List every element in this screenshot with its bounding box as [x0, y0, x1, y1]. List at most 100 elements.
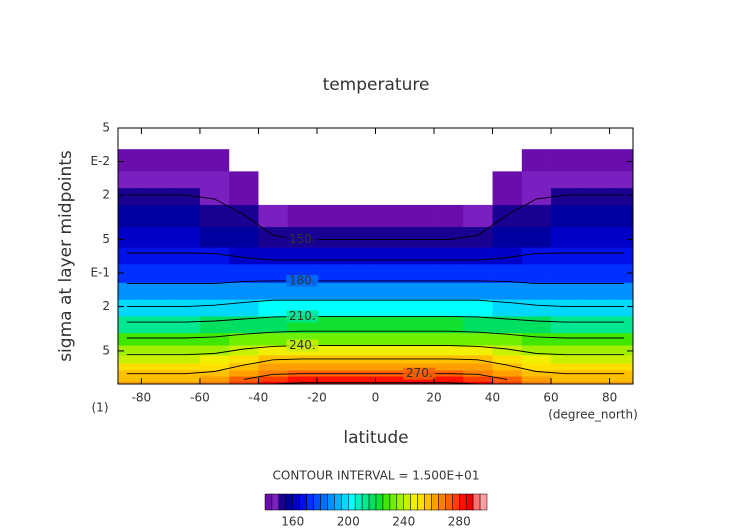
cell — [118, 204, 142, 228]
cell — [521, 227, 552, 249]
cell — [551, 381, 581, 384]
contours: 150. 180. 210. 240. 270. — [126, 194, 625, 384]
cell — [375, 171, 406, 189]
colorbar-box — [327, 493, 335, 511]
colorbar-box — [264, 493, 273, 511]
cell — [287, 376, 318, 383]
cell — [580, 188, 610, 206]
cell — [551, 345, 581, 356]
cell — [316, 247, 347, 265]
cell — [521, 299, 552, 317]
cell — [609, 247, 633, 265]
cell — [346, 247, 376, 265]
cell — [199, 149, 230, 172]
cell — [609, 149, 633, 172]
cell — [258, 227, 289, 249]
contour-label-bg — [286, 339, 319, 352]
cell — [609, 376, 633, 383]
colorbar-box — [459, 493, 467, 511]
cell — [609, 188, 633, 206]
cell — [580, 333, 610, 346]
y-tick-label: E-1 — [90, 266, 110, 280]
cell — [375, 333, 406, 346]
cell — [258, 363, 289, 371]
cell — [199, 247, 230, 265]
cell — [170, 171, 201, 189]
contour-label: 240. — [289, 338, 316, 352]
cell — [463, 149, 493, 172]
cell — [434, 128, 464, 150]
colorbar-box — [389, 493, 398, 511]
cell — [492, 204, 523, 228]
colorbar-box — [368, 493, 377, 511]
cell — [375, 204, 406, 228]
cell — [141, 355, 172, 364]
cell — [551, 171, 581, 189]
cell — [118, 227, 142, 249]
cell — [170, 188, 201, 206]
cell — [229, 370, 259, 377]
cell — [199, 282, 230, 301]
cell — [404, 282, 435, 301]
cell — [580, 227, 610, 249]
cell — [258, 149, 289, 172]
cell — [434, 316, 464, 334]
cell — [521, 370, 552, 377]
colorbar-tick-label: 160 — [281, 515, 304, 529]
cell — [492, 282, 523, 301]
cell — [521, 345, 552, 356]
contour-label: 150. — [289, 232, 316, 246]
cell — [609, 299, 633, 317]
cell — [463, 171, 493, 189]
cell — [170, 227, 201, 249]
cell — [463, 345, 493, 356]
cell — [492, 227, 523, 249]
cell — [118, 376, 142, 383]
cell — [316, 227, 347, 249]
cell — [316, 355, 347, 364]
chart-title: temperature — [323, 75, 430, 95]
cell — [551, 204, 581, 228]
cell — [346, 204, 376, 228]
cell — [170, 363, 201, 371]
cell — [609, 316, 633, 334]
colorbar-box — [292, 493, 300, 511]
cell — [434, 149, 464, 172]
cell — [141, 345, 172, 356]
cell — [580, 204, 610, 228]
cell — [580, 345, 610, 356]
cell — [199, 204, 230, 228]
cell — [229, 204, 259, 228]
cell — [287, 204, 318, 228]
cell — [580, 355, 610, 364]
cell — [258, 333, 289, 346]
contour-line — [126, 252, 625, 261]
colorbar-box — [403, 493, 411, 511]
cell — [463, 204, 493, 228]
colorbar-box — [382, 493, 391, 511]
cell — [434, 247, 464, 265]
colorbar-box — [341, 493, 349, 511]
cell — [404, 363, 435, 371]
colorbar-box — [375, 493, 384, 511]
cell — [118, 316, 142, 334]
cell — [492, 128, 523, 150]
y-unit: (1) — [92, 401, 109, 415]
cell — [434, 282, 464, 301]
cell — [521, 363, 552, 371]
cell — [316, 171, 347, 189]
field — [118, 128, 633, 384]
cell — [229, 149, 259, 172]
cell — [492, 299, 523, 317]
cell — [258, 282, 289, 301]
contour-line — [126, 299, 625, 308]
cell — [287, 171, 318, 189]
cell — [521, 355, 552, 364]
cell — [170, 299, 201, 317]
cell — [521, 316, 552, 334]
cell — [580, 247, 610, 265]
cell — [404, 299, 435, 317]
cell — [316, 345, 347, 356]
cell — [521, 204, 552, 228]
cell — [141, 264, 172, 284]
